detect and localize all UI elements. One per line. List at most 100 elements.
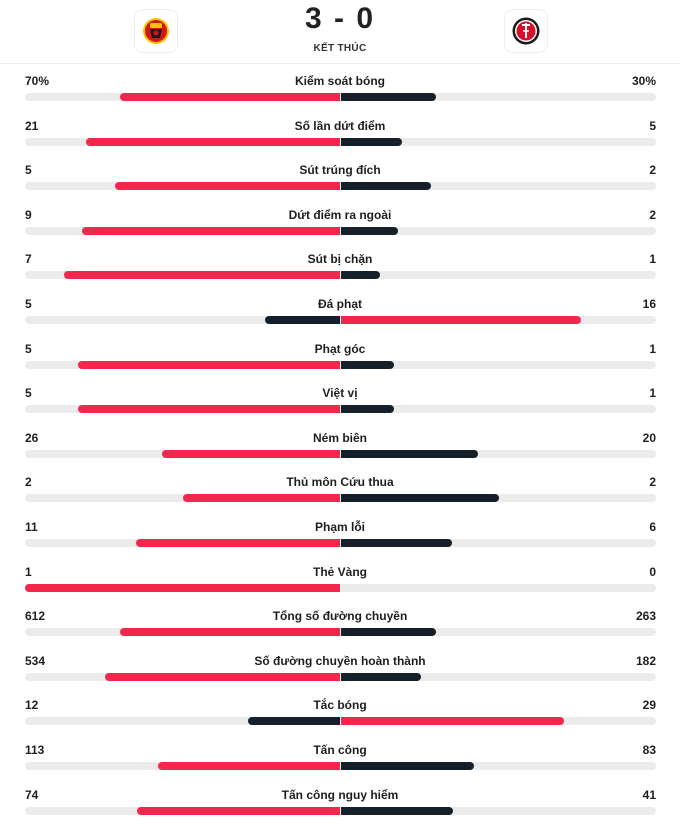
home-team-logo[interactable] [135, 10, 177, 52]
stat-row: 1 Thẻ Vàng 0 [0, 561, 680, 606]
away-stat-track [341, 538, 656, 547]
away-stat-bar [341, 226, 399, 235]
away-stat-bar [341, 494, 499, 503]
home-stat-value: 1 [25, 564, 32, 579]
away-team-logo[interactable] [505, 10, 547, 52]
stat-label: Phạm lỗi [314, 519, 365, 534]
away-stat-value: 1 [649, 252, 656, 267]
away-stat-value: 0 [649, 564, 656, 579]
stat-row: 534 Số đường chuyền hoàn thành 182 [0, 650, 680, 695]
away-stat-track [341, 93, 656, 101]
stat-row: 21 Số lần dứt điểm 5 [0, 115, 680, 160]
away-stat-bar [341, 93, 436, 101]
stat-label: Đá phạt [317, 296, 362, 311]
away-stat-track [341, 494, 656, 503]
manchester-united-crest-icon [143, 18, 169, 44]
away-stat-track [341, 717, 656, 726]
away-stat-track [341, 628, 656, 637]
home-stat-track [25, 315, 340, 324]
stat-label: Việt vị [322, 386, 358, 401]
stat-label: Sút bị chặn [307, 252, 373, 267]
stat-label: Kiểm soát bóng [294, 74, 385, 88]
home-stat-bar [265, 315, 340, 324]
home-stat-value: 2 [25, 475, 32, 490]
home-stat-value: 5 [25, 296, 32, 311]
home-stat-track [25, 360, 340, 369]
away-stat-bar [341, 806, 454, 815]
stat-label: Phạt góc [314, 341, 366, 356]
stat-label: Số đường chuyền hoàn thành [254, 653, 426, 668]
stat-row: 5 Việt vị 1 [0, 382, 680, 427]
away-stat-value: 2 [649, 475, 656, 490]
home-stat-bar [77, 405, 340, 414]
stat-label: Sút trúng đích [299, 163, 381, 178]
away-stat-bar [341, 672, 422, 681]
away-stat-bar [341, 717, 564, 726]
home-stat-track [25, 137, 340, 146]
stat-label: Thẻ Vàng [312, 564, 367, 579]
away-stat-track [341, 315, 656, 324]
stat-label: Thủ môn Cứu thua [286, 475, 394, 490]
home-stat-track [25, 538, 340, 547]
away-stat-value: 16 [642, 296, 656, 311]
home-stat-bar [82, 226, 340, 235]
home-stat-value: 7 [25, 252, 32, 267]
stat-row: 113 Tấn công 83 [0, 739, 680, 784]
away-stat-track [341, 583, 656, 592]
away-stat-value: 2 [649, 163, 656, 178]
home-stat-track [25, 806, 340, 815]
home-stat-value: 612 [25, 609, 46, 624]
stat-label: Số lần dứt điểm [294, 118, 386, 133]
home-stat-track [25, 494, 340, 503]
away-stat-value: 30% [631, 74, 656, 88]
stat-row: 70% Kiểm soát bóng 30% [0, 70, 680, 115]
home-stat-track [25, 226, 340, 235]
home-stat-value: 70% [25, 74, 50, 88]
away-stat-bar [341, 315, 581, 324]
home-stat-value: 9 [25, 207, 32, 222]
away-stat-track [341, 761, 656, 770]
away-stat-value: 6 [649, 519, 656, 534]
stat-row: 26 Ném biên 20 [0, 427, 680, 472]
match-status: KẾT THÚC [313, 43, 367, 54]
away-stat-bar [341, 628, 436, 637]
stat-row: 2 Thủ môn Cứu thua 2 [0, 471, 680, 516]
stat-row: 5 Phạt góc 1 [0, 338, 680, 383]
away-stat-value: 41 [642, 787, 656, 802]
match-stats-list: 70% Kiểm soát bóng 30% 21 Số lần dứt điểm 5 5 S… [0, 70, 680, 820]
away-stat-bar [341, 137, 402, 146]
home-stat-value: 5 [25, 341, 32, 356]
match-header: 3 - 0 KẾT THÚC [0, 0, 680, 64]
home-stat-value: 5 [25, 163, 32, 178]
away-stat-bar [341, 405, 394, 414]
stat-row: 612 Tổng số đường chuyền 263 [0, 605, 680, 650]
stat-row: 5 Sút trúng đích 2 [0, 159, 680, 204]
home-stat-value: 26 [25, 430, 39, 445]
home-stat-bar [25, 583, 340, 592]
home-stat-value: 5 [25, 386, 32, 401]
away-stat-track [341, 449, 656, 458]
home-stat-value: 11 [25, 519, 38, 534]
away-stat-track [341, 672, 656, 681]
stat-label: Dứt điểm ra ngoài [288, 207, 392, 222]
away-stat-bar [341, 271, 381, 280]
home-stat-bar [247, 717, 340, 726]
home-stat-value: 74 [25, 787, 39, 802]
away-stat-track [341, 271, 656, 280]
away-stat-bar [341, 360, 394, 369]
home-stat-bar [85, 137, 340, 146]
away-stat-track [341, 806, 656, 815]
home-stat-value: 12 [25, 698, 39, 713]
home-stat-track [25, 182, 340, 191]
home-stat-track [25, 449, 340, 458]
home-stat-track [25, 761, 340, 770]
home-stat-bar [158, 761, 340, 770]
home-stat-value: 534 [25, 653, 46, 668]
stat-label: Ném biên [312, 430, 367, 445]
away-stat-track [341, 137, 656, 146]
home-stat-track [25, 628, 340, 637]
home-stat-bar [182, 494, 340, 503]
home-stat-bar [137, 806, 340, 815]
away-stat-bar [341, 761, 475, 770]
home-stat-track [25, 93, 340, 101]
